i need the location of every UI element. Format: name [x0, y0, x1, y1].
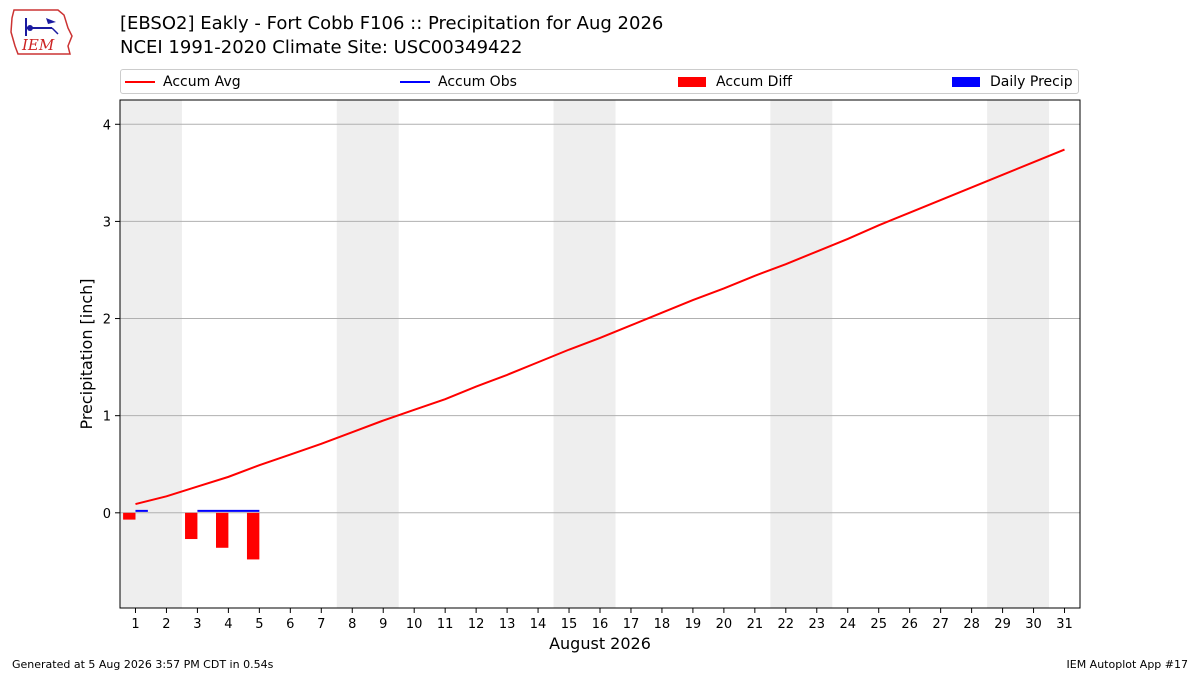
chart-legend: Accum Avg Accum Obs Accum Diff Daily Pre… — [120, 69, 1079, 94]
x-tick-label-25: 25 — [870, 617, 887, 632]
weekend-band-5 — [987, 100, 1050, 608]
y-axis-ticks: 0 1 2 3 4 — [103, 118, 120, 522]
legend-swatch-daily-precip — [952, 77, 980, 87]
x-tick-label-9: 9 — [379, 617, 387, 632]
legend-swatch-accum-obs — [400, 81, 430, 83]
x-tick-label-22: 22 — [778, 617, 795, 632]
footer-generated: Generated at 5 Aug 2026 3:57 PM CDT in 0… — [12, 658, 274, 671]
legend-item-accum-avg: Accum Avg — [125, 73, 241, 91]
weekend-band-4 — [770, 100, 833, 608]
legend-label-daily-precip: Daily Precip — [990, 74, 1073, 90]
accum-diff-bar-3 — [185, 512, 198, 540]
x-tick-label-21: 21 — [747, 617, 764, 632]
legend-swatch-accum-avg — [125, 81, 155, 83]
legend-item-accum-diff: Accum Diff — [678, 73, 792, 91]
chart-title: [EBSO2] Eakly - Fort Cobb F106 :: Precip… — [120, 13, 664, 34]
x-tick-label-18: 18 — [654, 617, 671, 632]
footer-app: IEM Autoplot App #17 — [1066, 658, 1189, 671]
iem-logo: IEM — [10, 9, 73, 55]
x-tick-label-15: 15 — [561, 617, 578, 632]
x-tick-label-27: 27 — [932, 617, 949, 632]
x-tick-label-20: 20 — [716, 617, 733, 632]
x-tick-label-31: 31 — [1056, 617, 1073, 632]
x-tick-label-8: 8 — [348, 617, 356, 632]
x-tick-label-19: 19 — [685, 617, 702, 632]
x-tick-label-17: 17 — [623, 617, 640, 632]
weekend-band-3 — [553, 100, 616, 608]
x-tick-label-30: 30 — [1025, 617, 1042, 632]
legend-label-accum-diff: Accum Diff — [716, 74, 793, 90]
y-tick-label-4: 4 — [103, 118, 111, 133]
weekend-band-1 — [120, 100, 182, 608]
y-tick-label-1: 1 — [103, 410, 111, 425]
x-tick-label-10: 10 — [406, 617, 423, 632]
x-tick-label-28: 28 — [963, 617, 980, 632]
y-tick-label-2: 2 — [103, 313, 111, 328]
x-tick-label-16: 16 — [592, 617, 609, 632]
x-tick-label-5: 5 — [255, 617, 263, 632]
legend-item-accum-obs: Accum Obs — [400, 73, 517, 91]
x-tick-label-2: 2 — [162, 617, 170, 632]
accum-diff-bar-4 — [216, 512, 229, 548]
x-tick-label-1: 1 — [131, 617, 139, 632]
grid-lines — [120, 123, 1080, 514]
x-tick-label-11: 11 — [437, 617, 454, 632]
accum-diff-bar-5 — [246, 512, 260, 560]
x-tick-label-6: 6 — [286, 617, 294, 632]
x-tick-label-24: 24 — [839, 617, 856, 632]
y-axis-label: Precipitation [inch] — [77, 278, 96, 429]
x-tick-label-3: 3 — [193, 617, 201, 632]
x-tick-label-12: 12 — [468, 617, 485, 632]
accum-avg-line — [135, 148, 1065, 506]
x-tick-label-7: 7 — [317, 617, 325, 632]
x-axis-label: August 2026 — [549, 634, 651, 653]
series-lines — [135, 148, 1065, 512]
y-tick-label-0: 0 — [103, 507, 111, 522]
x-tick-label-14: 14 — [530, 617, 547, 632]
legend-label-accum-avg: Accum Avg — [163, 74, 241, 90]
x-tick-label-26: 26 — [901, 617, 918, 632]
x-tick-label-23: 23 — [809, 617, 826, 632]
legend-label-accum-obs: Accum Obs — [438, 74, 517, 90]
weekend-shading — [120, 100, 1050, 608]
diff-bars — [123, 512, 260, 560]
chart-subtitle: NCEI 1991-2020 Climate Site: USC00349422 — [120, 37, 523, 58]
x-axis-ticks: 1 2 3 4 5 6 7 8 9 10 11 12 13 14 15 16 17 18 19 20 21 22 23 24 2… — [131, 608, 1073, 632]
x-tick-label-4: 4 — [224, 617, 232, 632]
weekend-band-2 — [336, 100, 399, 608]
legend-swatch-accum-diff — [678, 77, 706, 87]
x-tick-label-29: 29 — [994, 617, 1011, 632]
legend-item-daily-precip: Daily Precip — [952, 73, 1073, 91]
y-tick-label-3: 3 — [103, 215, 111, 230]
logo-text: IEM — [21, 36, 55, 54]
accum-diff-bar-1 — [123, 512, 136, 520]
x-tick-label-13: 13 — [499, 617, 516, 632]
